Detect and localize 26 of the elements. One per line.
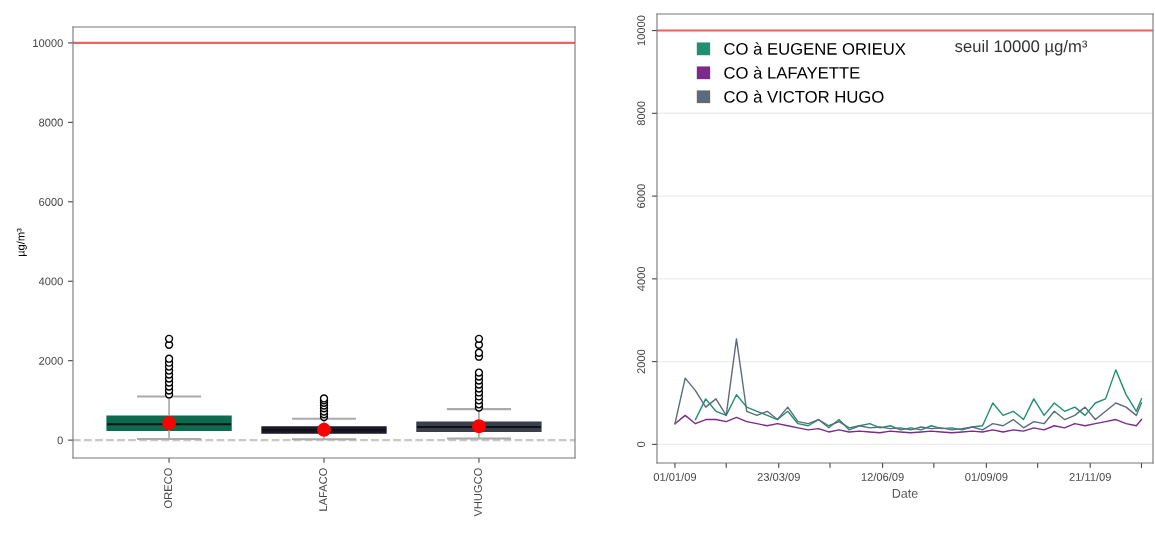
y-tick-label: 2000	[637, 349, 646, 374]
y-tick-label: 0	[57, 436, 63, 445]
x-tick-label: VHUGCO	[474, 468, 482, 517]
y-tick-label: 6000	[637, 184, 646, 208]
y-axis-title: µg/m³	[16, 228, 27, 257]
y-tick-label: 2000	[39, 356, 63, 365]
x-tick-label: 01/01/09	[653, 472, 697, 481]
x-axis-title: Date	[892, 489, 918, 498]
y-tick-label: 4000	[38, 277, 63, 286]
y-tick-label: 8000	[637, 101, 646, 126]
x-tick-label: 12/06/09	[861, 472, 904, 481]
y-tick-label: 4000	[637, 266, 646, 291]
x-tick-label: 23/03/09	[757, 472, 800, 481]
y-tick-label: 8000	[39, 118, 63, 127]
x-tick-label: 01/09/09	[965, 472, 1008, 481]
x-tick-label: LAFACO	[319, 468, 327, 511]
x-tick-label: ORECO	[164, 468, 173, 508]
legend-label: CO à LAFAYETTE	[724, 66, 860, 79]
x-tick-label: 21/11/09	[1069, 472, 1111, 481]
y-tick-label: 10000	[33, 39, 63, 48]
ref-line-label: seuil 10000 µg/m³	[955, 39, 1088, 56]
y-tick-label: 0	[637, 441, 646, 448]
y-tick-label: 6000	[39, 198, 63, 206]
legend-label: CO à EUGENE ORIEUX	[724, 42, 906, 55]
y-tick-label: 10000	[637, 15, 646, 46]
legend-label: CO à VICTOR HUGO	[724, 90, 884, 103]
